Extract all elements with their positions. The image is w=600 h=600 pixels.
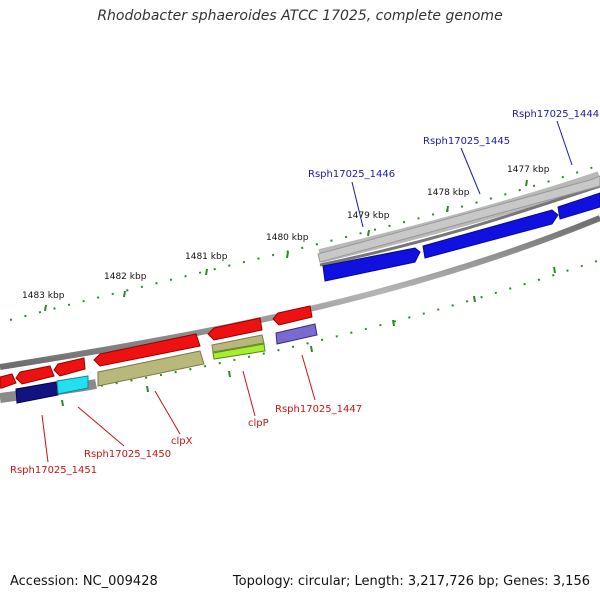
- label-rsph17025-1451[interactable]: Rsph17025_1451: [10, 465, 97, 476]
- gene-clpX[interactable]: [97, 350, 205, 387]
- map-title: Rhodobacter sphaeroides ATCC 17025, comp…: [97, 8, 503, 24]
- inner-major-tick-1: [61, 399, 64, 407]
- callout-clpP: [242, 370, 256, 417]
- gene-clpP-red[interactable]: [207, 317, 263, 341]
- inner-major-tick-2: [146, 385, 149, 393]
- label-rsph17025-1444[interactable]: Rsph17025_1444: [512, 109, 599, 120]
- accession-text: Accession: NC_009428: [10, 574, 158, 589]
- gene-callout-lines: [41, 120, 573, 463]
- genome-stats-text: Topology: circular; Length: 3,217,726 bp…: [232, 574, 590, 589]
- inner-major-tick-6: [473, 295, 476, 303]
- gene-rsph17025-1451[interactable]: [15, 381, 59, 404]
- gene-reverse-red-2[interactable]: [15, 365, 55, 385]
- reverse-genes: [0, 305, 318, 404]
- scale-label-1482: 1482 kbp: [104, 272, 147, 282]
- inner-major-tick-4: [310, 345, 313, 353]
- label-rsph17025-1447[interactable]: Rsph17025_1447: [275, 404, 362, 415]
- gene-reverse-red-1[interactable]: [0, 373, 17, 389]
- callout-1446: [351, 181, 364, 228]
- major-tick-1480: [286, 251, 289, 259]
- major-tick-1482: [123, 290, 126, 298]
- gene-rsph17025-1444[interactable]: [557, 192, 600, 220]
- major-tick-1481: [205, 268, 208, 276]
- label-clpP[interactable]: clpP: [248, 418, 269, 429]
- callout-1445: [460, 147, 481, 195]
- gene-rsph17025-1450[interactable]: [56, 375, 89, 395]
- gene-rsph17025-1447[interactable]: [275, 323, 318, 345]
- label-rsph17025-1445[interactable]: Rsph17025_1445: [423, 136, 510, 147]
- major-tick-1477: [525, 179, 528, 187]
- inner-major-tick-7: [553, 266, 556, 274]
- gene-clpX-red[interactable]: [93, 333, 201, 367]
- gene-reverse-red-3[interactable]: [53, 357, 86, 377]
- scale-label-1483: 1483 kbp: [22, 291, 65, 301]
- scale-label-1478: 1478 kbp: [427, 188, 470, 198]
- label-rsph17025-1446[interactable]: Rsph17025_1446: [308, 169, 395, 180]
- gene-forward-grey: [317, 175, 600, 263]
- gene-rsph17025-1446[interactable]: [322, 247, 421, 282]
- scale-label-1479: 1479 kbp: [347, 211, 390, 221]
- scale-major-ticks: [44, 179, 556, 407]
- callout-1450: [77, 406, 125, 447]
- major-tick-1483: [44, 304, 47, 312]
- forward-genes: [317, 175, 600, 282]
- label-rsph17025-1450[interactable]: Rsph17025_1450: [84, 449, 171, 460]
- callout-clpX: [154, 390, 181, 435]
- callout-1444: [556, 120, 573, 166]
- gene-clpP[interactable]: [212, 343, 266, 360]
- scale-label-1481: 1481 kbp: [185, 252, 228, 262]
- gene-clpP-olive[interactable]: [211, 334, 265, 353]
- gene-rsph17025-1445[interactable]: [422, 209, 559, 259]
- inner-major-tick-5: [392, 319, 395, 327]
- gene-rsph17025-1447-red[interactable]: [272, 305, 313, 326]
- label-clpX[interactable]: clpX: [171, 436, 193, 447]
- callout-1451: [41, 414, 49, 463]
- major-tick-1479: [367, 229, 370, 237]
- inner-major-tick-3: [228, 370, 231, 378]
- scale-ticks: 1483 kbp 1482 kbp 1481 kbp 1480 kbp 1479…: [9, 164, 600, 407]
- backbone-line-outer: [319, 184, 600, 267]
- callout-1447: [301, 354, 316, 401]
- scale-label-1480: 1480 kbp: [266, 233, 309, 243]
- scale-label-1477: 1477 kbp: [507, 165, 550, 175]
- major-tick-1478: [446, 205, 449, 213]
